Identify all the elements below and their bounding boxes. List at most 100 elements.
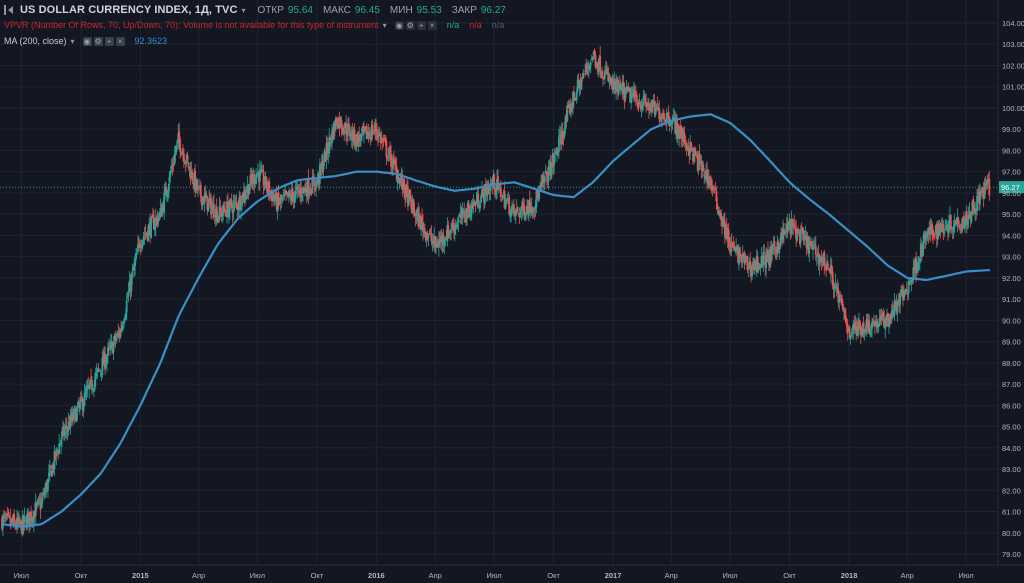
candle-body — [356, 133, 359, 147]
candle-body — [618, 83, 621, 88]
candle-body — [359, 138, 362, 142]
candle-body — [603, 78, 605, 80]
candle-body — [103, 352, 106, 367]
dropdown-arrow-icon[interactable]: ▾ — [382, 20, 387, 30]
y-tick-label: 101.00 — [1002, 83, 1024, 92]
y-tick-label: 91.00 — [1002, 295, 1021, 304]
candle-body — [249, 174, 252, 186]
candle-body — [948, 220, 950, 233]
candle-body — [626, 86, 629, 89]
plus-icon[interactable]: + — [104, 36, 114, 46]
candle-body — [154, 217, 157, 227]
candle-body — [815, 255, 818, 257]
candle-body — [433, 236, 436, 244]
candle-body — [716, 203, 719, 209]
candle-body — [463, 210, 466, 219]
candle-body — [929, 227, 932, 233]
ma-title[interactable]: MA (200, close) — [4, 36, 67, 46]
candle-body — [745, 255, 748, 258]
settings-icon[interactable]: ⚙ — [405, 20, 415, 30]
candle-body — [767, 249, 769, 263]
candle-body — [915, 257, 918, 274]
collapse-icon[interactable] — [4, 5, 16, 15]
candle-body — [537, 194, 540, 201]
high-value: 96.45 — [354, 4, 380, 16]
candle-body — [955, 220, 958, 225]
close-icon[interactable]: × — [115, 36, 125, 46]
candle-body — [95, 370, 98, 372]
candle-body — [881, 313, 884, 320]
candle-body — [217, 215, 220, 218]
candle-body — [573, 98, 576, 101]
candle-body — [758, 265, 761, 267]
candle-body — [638, 100, 641, 105]
plus-icon[interactable]: + — [416, 20, 426, 30]
candle-body — [109, 342, 112, 349]
dropdown-arrow-icon[interactable]: ▾ — [241, 5, 246, 15]
symbol-title[interactable]: US DOLLAR CURRENCY INDEX, 1Д, TVC — [20, 4, 238, 16]
candle-body — [659, 118, 662, 121]
candle-body — [201, 197, 204, 206]
candle-body — [167, 190, 169, 196]
candle-body — [770, 245, 773, 261]
candle-body — [749, 261, 752, 271]
vpvr-value-2: n/a — [469, 20, 482, 30]
candle-body — [66, 429, 69, 432]
candle-body — [727, 229, 730, 247]
candle-body — [879, 315, 882, 322]
x-tick-label: 2018 — [841, 571, 858, 580]
candle-body — [904, 288, 907, 295]
candle-body — [972, 199, 975, 207]
candle-body — [834, 282, 837, 285]
candle-body — [664, 120, 667, 123]
candle-body — [978, 191, 981, 205]
candle-body — [17, 517, 19, 523]
symbol-legend-row[interactable]: US DOLLAR CURRENCY INDEX, 1Д, TVC ▾ ОТКР… — [4, 4, 512, 16]
candle-body — [97, 368, 100, 370]
candle-body — [654, 107, 657, 116]
eye-icon[interactable]: ◉ — [82, 36, 92, 46]
vpvr-legend-row[interactable]: VPVR (Number Of Rows, 70, Up/Down, 70): … — [4, 20, 504, 30]
candle-body — [254, 181, 257, 183]
candle-body — [374, 124, 377, 132]
close-icon[interactable]: × — [427, 20, 437, 30]
candle-body — [12, 516, 15, 525]
candle-body — [422, 222, 424, 232]
candle-body — [740, 254, 743, 263]
candle-body — [137, 244, 139, 252]
x-tick-label: Апр — [901, 571, 914, 580]
dropdown-arrow-icon[interactable]: ▾ — [70, 36, 75, 46]
candle-body — [704, 175, 707, 179]
candle-body — [964, 213, 967, 223]
x-tick-label: Апр — [429, 571, 442, 580]
candle-body — [179, 139, 182, 153]
candle-body — [596, 62, 599, 70]
candle-body — [123, 317, 126, 321]
candle-body — [725, 223, 728, 238]
candle-body — [94, 373, 97, 380]
settings-icon[interactable]: ⚙ — [93, 36, 103, 46]
candle-body — [119, 330, 122, 339]
vpvr-title[interactable]: VPVR (Number Of Rows, 70, Up/Down, 70): … — [4, 20, 379, 30]
candle-body — [331, 130, 333, 144]
candle-body — [264, 175, 267, 185]
candle-body — [415, 212, 418, 217]
candle-body — [534, 205, 537, 210]
eye-icon[interactable]: ◉ — [394, 20, 404, 30]
candle-body — [623, 86, 626, 102]
candle-body — [483, 190, 485, 202]
candle-body — [32, 511, 35, 524]
ma-legend-row[interactable]: MA (200, close) ▾ ◉ ⚙ + × 92.3623 — [4, 36, 167, 46]
candle-body — [694, 154, 697, 156]
y-axis[interactable]: 104.00 103.00 102.00 101.00 100.00 99.00 98.00… — [997, 0, 1024, 565]
candle-body — [401, 176, 404, 190]
candle-body — [188, 166, 191, 168]
y-tick-label: 79.00 — [1002, 550, 1021, 559]
candle-body — [516, 207, 519, 212]
x-axis[interactable]: Июл Окт 2015 Апр Июл Окт 2016 Апр Июл Окт 2017 Апр И… — [0, 564, 1024, 580]
candle-body — [604, 69, 607, 71]
candle-body — [967, 214, 970, 220]
candle-body — [743, 255, 746, 264]
candle-body — [174, 152, 177, 156]
